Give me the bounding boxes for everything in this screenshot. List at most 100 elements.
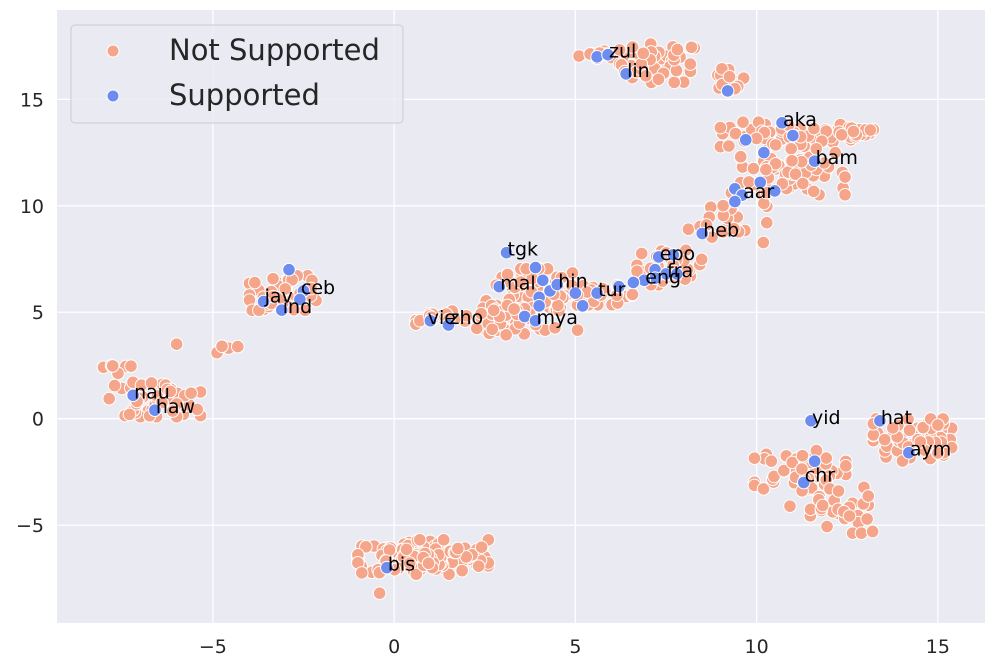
point-not-supported — [806, 184, 821, 199]
point-not-supported — [474, 540, 489, 554]
point-not-supported — [625, 287, 640, 302]
point-not-supported — [124, 359, 138, 373]
point-not-supported — [471, 559, 486, 573]
point-not-supported — [795, 448, 810, 463]
point-not-supported — [102, 391, 116, 406]
point-supported — [626, 275, 641, 290]
point-not-supported — [861, 489, 876, 503]
point-not-supported — [788, 167, 803, 181]
point-not-supported — [354, 566, 369, 580]
point-not-supported — [122, 407, 137, 422]
point-not-supported — [838, 170, 852, 184]
point-supported — [148, 403, 162, 417]
point-label: fra — [667, 260, 693, 282]
point-not-supported — [570, 323, 585, 337]
point-supported — [807, 454, 822, 469]
point-not-supported — [436, 533, 451, 547]
point-label: zho — [450, 307, 484, 329]
point-not-supported — [768, 157, 783, 171]
x-tick-label: −5 — [199, 636, 227, 658]
point-not-supported — [485, 322, 500, 337]
point-not-supported — [105, 359, 120, 373]
point-not-supported — [722, 139, 736, 153]
point-supported — [575, 299, 590, 313]
point-supported — [695, 226, 710, 241]
point-label: epo — [660, 243, 695, 265]
point-not-supported — [828, 145, 843, 160]
point-not-supported — [412, 532, 427, 547]
legend-box — [70, 24, 404, 124]
point-label: haw — [156, 396, 195, 418]
point-label: aym — [910, 439, 951, 461]
point-not-supported — [863, 123, 878, 137]
point-supported — [753, 175, 768, 190]
point-supported — [528, 313, 543, 328]
point-not-supported — [776, 463, 791, 478]
point-label: jav — [264, 285, 293, 307]
point-supported — [619, 67, 633, 81]
point-not-supported — [931, 418, 945, 432]
point-label: nau — [134, 381, 170, 403]
legend-label-not-supported: Not Supported — [169, 33, 380, 67]
point-not-supported — [639, 68, 653, 83]
point-supported — [568, 286, 583, 300]
point-not-supported — [877, 432, 892, 447]
point-supported — [804, 413, 818, 428]
series-supported — [126, 47, 916, 575]
point-supported — [873, 413, 887, 428]
point-supported — [775, 116, 789, 130]
y-tick-label: 5 — [32, 302, 44, 324]
point-not-supported — [107, 378, 122, 393]
point-supported — [256, 294, 271, 309]
point-label: tgk — [508, 239, 539, 261]
x-tick-label: 10 — [745, 636, 769, 658]
point-not-supported — [838, 187, 852, 202]
point-not-supported — [683, 57, 698, 71]
point-not-supported — [842, 509, 857, 523]
point-not-supported — [636, 46, 651, 61]
point-label: heb — [703, 219, 739, 241]
point-supported — [499, 245, 514, 260]
point-not-supported — [507, 302, 521, 316]
x-tick-label: 0 — [388, 636, 400, 658]
point-not-supported — [248, 275, 262, 290]
point-supported — [807, 154, 822, 168]
point-not-supported — [163, 384, 178, 399]
point-supported — [380, 560, 394, 575]
x-tick-label: 15 — [926, 636, 950, 658]
point-supported — [796, 475, 811, 490]
point-not-supported — [399, 542, 414, 557]
point-not-supported — [409, 567, 424, 582]
point-not-supported — [746, 161, 761, 176]
point-label: aar — [743, 181, 774, 203]
y-tick-label: −5 — [16, 515, 44, 537]
point-not-supported — [144, 376, 159, 390]
point-label: mya — [537, 307, 578, 329]
point-supported — [590, 286, 604, 300]
point-not-supported — [931, 446, 945, 460]
point-not-supported — [572, 49, 586, 63]
point-not-supported — [165, 404, 180, 418]
tick-labels: −5 0 5 10 15 −5 0 5 10 15 — [16, 89, 950, 658]
point-label: mal — [500, 273, 535, 295]
grid-lines — [57, 10, 985, 623]
point-not-supported — [854, 526, 869, 540]
point-not-supported — [667, 75, 682, 90]
point-not-supported — [756, 482, 771, 496]
point-not-supported — [820, 519, 834, 534]
point-not-supported — [681, 222, 696, 237]
point-not-supported — [785, 153, 799, 168]
point-supported — [666, 247, 681, 262]
point-supported — [612, 279, 626, 294]
point-not-supported — [834, 128, 849, 142]
point-not-supported — [694, 252, 709, 267]
y-tick-label: 0 — [32, 409, 44, 431]
point-supported — [590, 50, 604, 64]
point-supported — [601, 47, 615, 62]
point-supported — [274, 303, 289, 317]
point-label: bam — [816, 147, 858, 169]
point-label: tur — [598, 279, 625, 301]
point-not-supported — [722, 69, 737, 84]
point-supported — [651, 250, 666, 264]
